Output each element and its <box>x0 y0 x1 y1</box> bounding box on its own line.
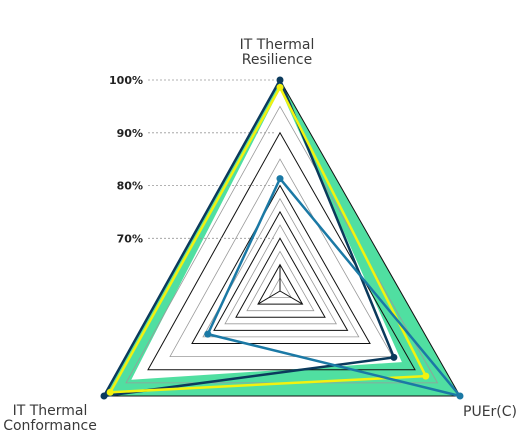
grid-ring <box>257 263 304 305</box>
series-2-point <box>106 388 114 396</box>
grid-ring-minor <box>246 250 315 312</box>
series-line-2 <box>108 86 428 394</box>
series-3-point <box>456 392 464 400</box>
range-band-area <box>104 80 460 396</box>
range-band <box>104 80 460 396</box>
series-line-1 <box>102 78 396 398</box>
grid-ring <box>235 237 326 318</box>
axis-label-it-thermal-resilience: IT Thermal Resilience <box>239 37 315 68</box>
series-layer <box>100 76 464 400</box>
series-2-point <box>276 83 284 91</box>
grid-spoke <box>257 290 281 305</box>
series-1-point <box>276 76 284 84</box>
series-3-point <box>204 330 212 338</box>
series-3-point <box>276 175 284 183</box>
series-line-3 <box>206 177 462 398</box>
grid-ring <box>191 184 371 344</box>
grid-spoke <box>279 290 303 305</box>
axis-label-puer-c: PUEr(C) <box>463 404 517 420</box>
grid-ring-minor <box>125 105 439 384</box>
grid-ring <box>147 131 416 371</box>
series-1-point <box>390 353 398 361</box>
grid-ring-minor <box>169 158 394 358</box>
series-1-point <box>100 392 108 400</box>
tick-label-70: 70% <box>117 232 143 245</box>
tick-label-100: 100% <box>109 74 143 87</box>
tick-label-90: 90% <box>117 127 143 140</box>
axis-label-it-thermal-conformance: IT Thermal Conformance <box>3 403 97 434</box>
tick-label-80: 80% <box>117 180 143 193</box>
grid-ring-minor <box>268 276 292 299</box>
series-2-point <box>422 372 430 380</box>
grid-ring <box>213 210 349 331</box>
grid-ring-minor <box>224 224 337 325</box>
radial-tick-labels: 70% 80% 90% 100% <box>109 74 274 245</box>
grid-ring-minor <box>202 197 360 338</box>
